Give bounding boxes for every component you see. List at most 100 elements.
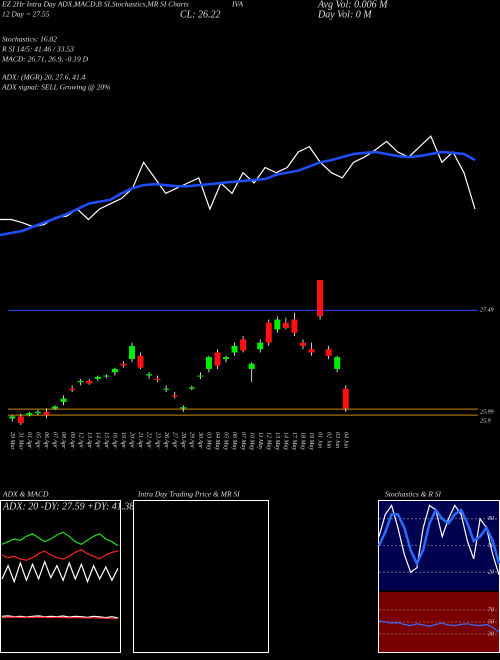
candle-body <box>325 349 332 356</box>
candle-body <box>86 380 93 384</box>
candle-body <box>240 339 247 351</box>
panel-title: ADX & MACD <box>2 490 49 499</box>
x-tick-label: 01 Jun <box>317 432 323 448</box>
candle-body <box>9 416 16 419</box>
x-tick-label: 23 Apr <box>154 432 160 449</box>
candle-body <box>171 395 178 397</box>
x-tick-label: 01 Apr <box>26 432 32 449</box>
candle-body <box>282 322 289 329</box>
series-line <box>1 531 119 547</box>
candle-body <box>26 413 33 416</box>
candle-body <box>231 345 238 353</box>
candle-body <box>34 411 41 414</box>
x-tick-label: 16 Apr <box>112 432 118 449</box>
candle-body <box>154 378 161 381</box>
series-line <box>0 135 476 228</box>
y-tick-label: 25.99 <box>480 410 494 416</box>
x-tick-label: 17 May <box>291 432 297 450</box>
candle-body <box>60 398 67 402</box>
candle-body <box>137 355 144 368</box>
series-line <box>0 150 476 237</box>
x-tick-label: 12 May <box>265 432 271 450</box>
x-tick-label: 13 Apr <box>86 432 92 449</box>
series-line <box>378 620 500 633</box>
candle-body <box>111 368 118 373</box>
series-line <box>378 504 500 576</box>
candle-body <box>265 322 272 343</box>
candle-body <box>299 342 306 346</box>
header-text: ADX: (MGR) 20, 27.6, 41.4 <box>1 73 86 82</box>
panel-subtitle: ADX: 20 -DY: 27.59 +DY: 41.38 <box>2 501 134 512</box>
candle-body <box>52 406 59 409</box>
panel-title: Intra Day Trading Price & MR SI <box>137 490 240 499</box>
x-tick-label: 14 May <box>283 432 290 450</box>
x-tick-label: 15 Apr <box>103 432 109 449</box>
candle-body <box>146 374 153 376</box>
candle-body <box>69 388 76 391</box>
header-text: 12 Day = 27.55 <box>2 10 50 19</box>
x-tick-label: 05 May <box>223 432 229 450</box>
x-tick-label: 13 May <box>274 432 280 450</box>
x-tick-label: 19 Apr <box>120 432 126 449</box>
x-tick-label: 08 Apr <box>60 432 66 449</box>
x-tick-label: 05 Apr <box>35 432 41 449</box>
series-line <box>1 549 119 561</box>
header-text: CL: 26.22 <box>180 9 221 20</box>
candle-body <box>180 407 187 409</box>
x-tick-label: 06 Apr <box>43 432 49 449</box>
panel-title: Stochastics & R SI <box>385 490 442 499</box>
candle-body <box>163 388 170 390</box>
y-tick-label: 80 <box>488 516 494 522</box>
candle-body <box>223 357 230 360</box>
candle-body <box>17 416 24 424</box>
candle-body <box>291 319 298 333</box>
candle-body <box>188 387 195 389</box>
x-tick-label: 26 Apr <box>163 432 169 449</box>
intraday-panel <box>133 500 269 653</box>
candle-body <box>257 342 264 350</box>
header-text: ADX signal: SELL Growing @ 20% <box>1 83 110 92</box>
candle-body <box>205 357 212 369</box>
x-tick-label: 07 Apr <box>52 432 58 449</box>
header-text: Stochastics: 16.82 <box>2 35 57 44</box>
header-text: EZ 2Hr Intra Day ADX,MACD,B SI,Stochasti… <box>1 0 189 9</box>
x-tick-label: 04 Jun <box>342 432 349 448</box>
x-tick-label: 11 May <box>257 432 263 450</box>
x-tick-label: 27 Apr <box>171 432 177 449</box>
y-tick-label: 50 <box>488 619 494 625</box>
x-tick-label: 04 May <box>214 432 221 450</box>
candle-body <box>317 280 324 317</box>
candle-body <box>103 375 110 377</box>
x-tick-label: 30 Apr <box>197 431 203 449</box>
candle-body <box>94 376 101 379</box>
x-tick-label: 18 May <box>300 432 306 450</box>
candle-body <box>214 352 221 366</box>
header-text: R SI 14/5: 41.46 / 33.53 <box>1 45 74 54</box>
x-tick-label: 31 Mar <box>17 431 23 450</box>
candle-body <box>274 319 281 330</box>
y-tick-label: 20 <box>488 570 494 576</box>
y-tick-label: 27.49 <box>480 307 494 314</box>
candle-body <box>248 363 255 369</box>
header-text: IVA <box>231 0 244 9</box>
x-tick-label: 12 Apr <box>77 432 83 449</box>
x-tick-label: 03 May <box>206 432 212 450</box>
x-tick-label: 07 May <box>240 432 246 450</box>
x-tick-label: 20 Apr <box>129 432 135 449</box>
x-tick-label: 14 Apr <box>94 432 101 449</box>
y-tick-label: 70 <box>488 607 494 613</box>
candle-body <box>128 345 135 360</box>
y-tick-label: 25.9 <box>480 418 491 424</box>
candle-body <box>308 349 315 353</box>
candle-body <box>342 388 349 409</box>
candle-body <box>197 375 204 377</box>
series-line <box>377 507 500 567</box>
candle-body <box>334 357 341 369</box>
x-tick-label: 10 May <box>248 432 254 450</box>
x-tick-label: 29 Mar <box>9 432 15 450</box>
candle-body <box>77 380 84 383</box>
series-line <box>1 616 119 620</box>
x-tick-label: 02 Jun <box>325 432 331 448</box>
